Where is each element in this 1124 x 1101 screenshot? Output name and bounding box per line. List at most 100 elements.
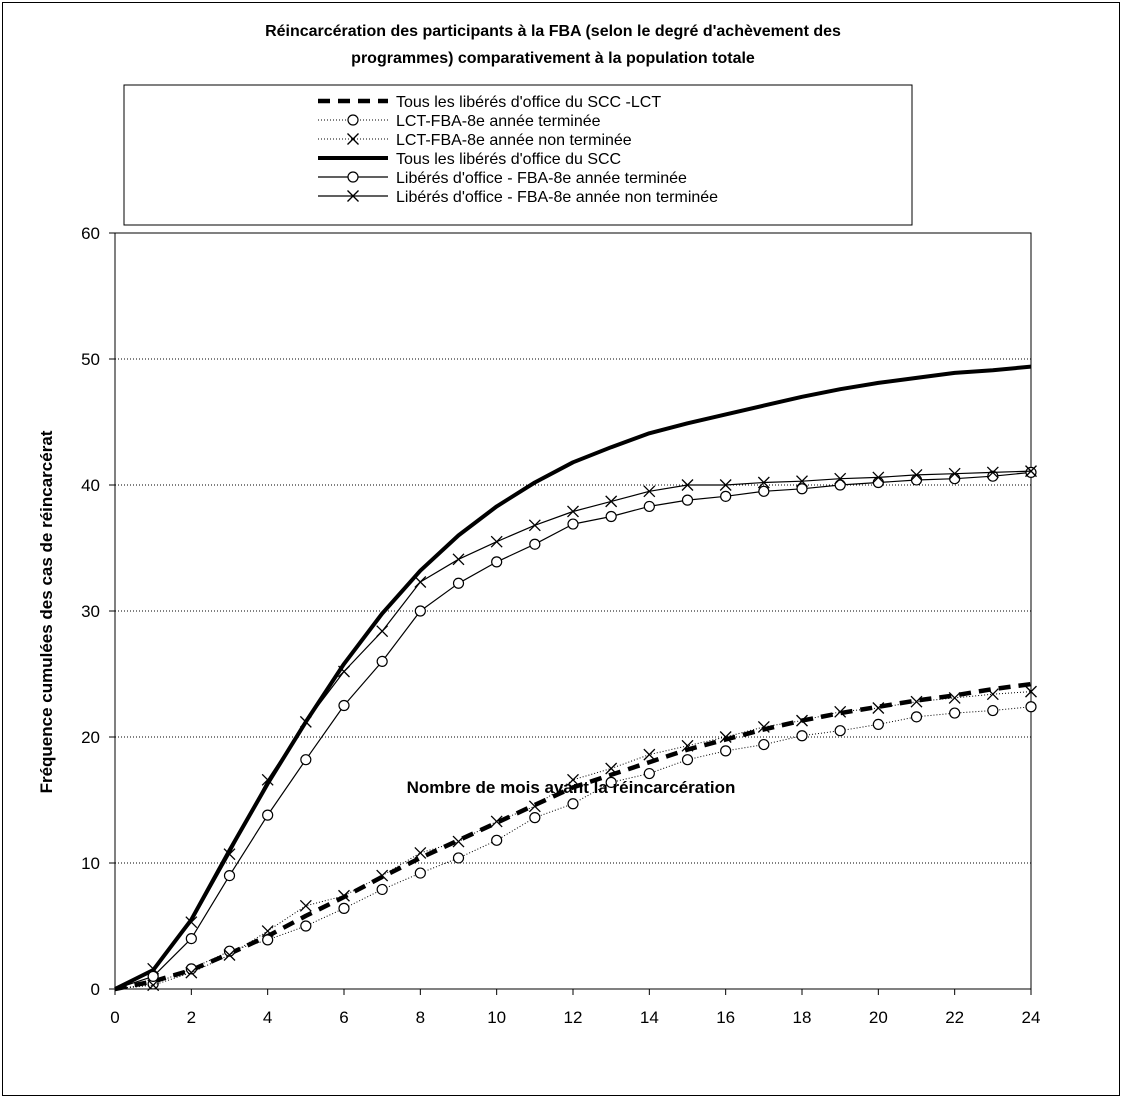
data-point-s2-1 — [147, 979, 160, 992]
series-4 — [114, 466, 1037, 990]
y-axis-title: Fréquence cumulées des cas de réincarcér… — [37, 430, 56, 793]
data-point-s2-12 — [567, 773, 579, 786]
data-point-s4-13 — [605, 510, 617, 523]
y-tick-labels: 0 10 20 30 40 50 60 — [81, 224, 100, 999]
data-point-s4-15 — [681, 494, 694, 506]
legend-marker-5 — [347, 190, 359, 202]
data-point-s5-7 — [376, 625, 389, 638]
x-tick-label-1: 2 — [187, 1008, 196, 1027]
data-point-s4-23 — [987, 470, 999, 482]
data-point-s4-19 — [834, 479, 846, 491]
data-point-s4-24 — [1025, 466, 1037, 478]
x-tick-label-3: 6 — [339, 1008, 348, 1027]
x-tick-label-9: 18 — [793, 1008, 812, 1027]
data-point-s4-18 — [796, 483, 808, 495]
legend-label-5: Libérés d'office - FBA-8e année non term… — [396, 189, 718, 206]
data-point-s2-19 — [834, 705, 847, 718]
legend-label-2: LCT-FBA-8e année non terminée — [396, 132, 632, 149]
data-point-s2-4 — [261, 925, 274, 937]
x-tick-label-11: 22 — [945, 1008, 964, 1027]
legend: Tous les libérés d'office du SCC -LCT LCT… — [318, 94, 718, 206]
data-point-s4-22 — [949, 473, 961, 485]
data-point-s5-5 — [299, 715, 312, 728]
data-point-s5-23 — [986, 466, 999, 479]
data-point-s1-9 — [452, 852, 465, 864]
data-point-s4-7 — [376, 655, 388, 668]
data-point-s2-22 — [948, 691, 961, 704]
data-point-s2-20 — [872, 702, 885, 714]
data-point-s1-5 — [300, 920, 312, 932]
data-point-s1-21 — [910, 711, 923, 723]
x-tick-labels: 0 2 4 6 8 10 12 14 16 18 20 22 24 — [110, 1008, 1040, 1027]
series-line-4 — [114, 471, 1032, 990]
series-1 — [114, 701, 1037, 990]
series-line-3 — [114, 364, 1032, 991]
x-tick-label-2: 4 — [263, 1008, 272, 1027]
data-point-s5-20 — [872, 471, 885, 484]
data-point-s5-4 — [261, 773, 274, 786]
series-line-1 — [114, 706, 1032, 990]
data-point-s2-24 — [1025, 685, 1037, 698]
chart-title-line-1: Réincarcération des participants à la FB… — [265, 23, 841, 40]
data-point-s5-6 — [338, 665, 350, 678]
data-point-s1-15 — [681, 754, 694, 766]
data-point-s2-3 — [223, 949, 236, 961]
data-point-s2-21 — [910, 695, 923, 708]
data-point-s4-17 — [758, 485, 770, 497]
data-point-s5-24 — [1025, 465, 1037, 478]
legend-label-0: Tous les libérés d'office du SCC -LCT — [396, 94, 661, 111]
data-point-s2-7 — [376, 869, 389, 882]
data-point-s1-8 — [414, 867, 426, 879]
data-point-s4-2 — [185, 932, 197, 945]
data-point-s5-3 — [223, 848, 236, 861]
y-tick-label-2: 20 — [81, 728, 100, 747]
data-point-s1-13 — [605, 776, 617, 788]
data-point-s1-17 — [758, 738, 770, 751]
data-point-s2-17 — [757, 720, 770, 733]
data-point-s5-15 — [681, 479, 694, 491]
series-layer — [114, 364, 1037, 992]
data-point-s1-19 — [834, 725, 846, 737]
data-point-s5-19 — [834, 472, 847, 485]
data-point-s4-9 — [452, 577, 465, 589]
legend-label-3: Tous les libérés d'office du SCC — [396, 151, 621, 168]
data-point-s5-10 — [490, 535, 503, 548]
legend-marker-4 — [347, 171, 359, 183]
y-tick-label-4: 40 — [81, 476, 100, 495]
series-5 — [114, 465, 1037, 990]
x-tick-label-6: 12 — [564, 1008, 583, 1027]
x-tick-label-10: 20 — [869, 1008, 888, 1027]
data-point-s1-18 — [796, 730, 808, 742]
data-point-s2-23 — [986, 688, 999, 701]
data-point-s1-6 — [338, 902, 350, 914]
data-point-s2-2 — [185, 966, 198, 979]
axes — [109, 232, 1032, 995]
y-tick-label-1: 10 — [81, 854, 100, 873]
data-point-s5-21 — [910, 468, 923, 481]
x-tick-label-12: 24 — [1022, 1008, 1041, 1027]
data-point-s5-2 — [185, 916, 198, 929]
data-point-s4-8 — [414, 605, 426, 617]
series-0 — [114, 681, 1032, 992]
plot-area-border — [114, 232, 1032, 990]
data-point-s2-9 — [452, 835, 465, 848]
data-point-s5-12 — [567, 505, 579, 518]
data-point-s4-16 — [720, 490, 732, 502]
data-point-s1-7 — [376, 883, 388, 896]
data-point-s5-16 — [719, 479, 732, 491]
data-point-s1-11 — [529, 812, 541, 824]
data-point-s1-10 — [491, 834, 503, 846]
data-point-s1-16 — [720, 745, 732, 757]
data-point-s2-5 — [299, 899, 312, 912]
legend-box — [123, 84, 913, 226]
data-point-s5-22 — [948, 467, 961, 480]
data-point-s4-3 — [223, 869, 236, 882]
data-point-s2-18 — [796, 714, 808, 727]
data-point-s1-20 — [872, 718, 884, 731]
chart-title-line-2: programmes) comparativement à la populat… — [351, 50, 755, 67]
data-point-s4-12 — [567, 518, 579, 530]
legend-label-4: Libérés d'office - FBA-8e année terminée — [396, 170, 687, 187]
data-point-s2-14 — [643, 748, 656, 761]
y-tick-label-6: 60 — [81, 224, 100, 243]
